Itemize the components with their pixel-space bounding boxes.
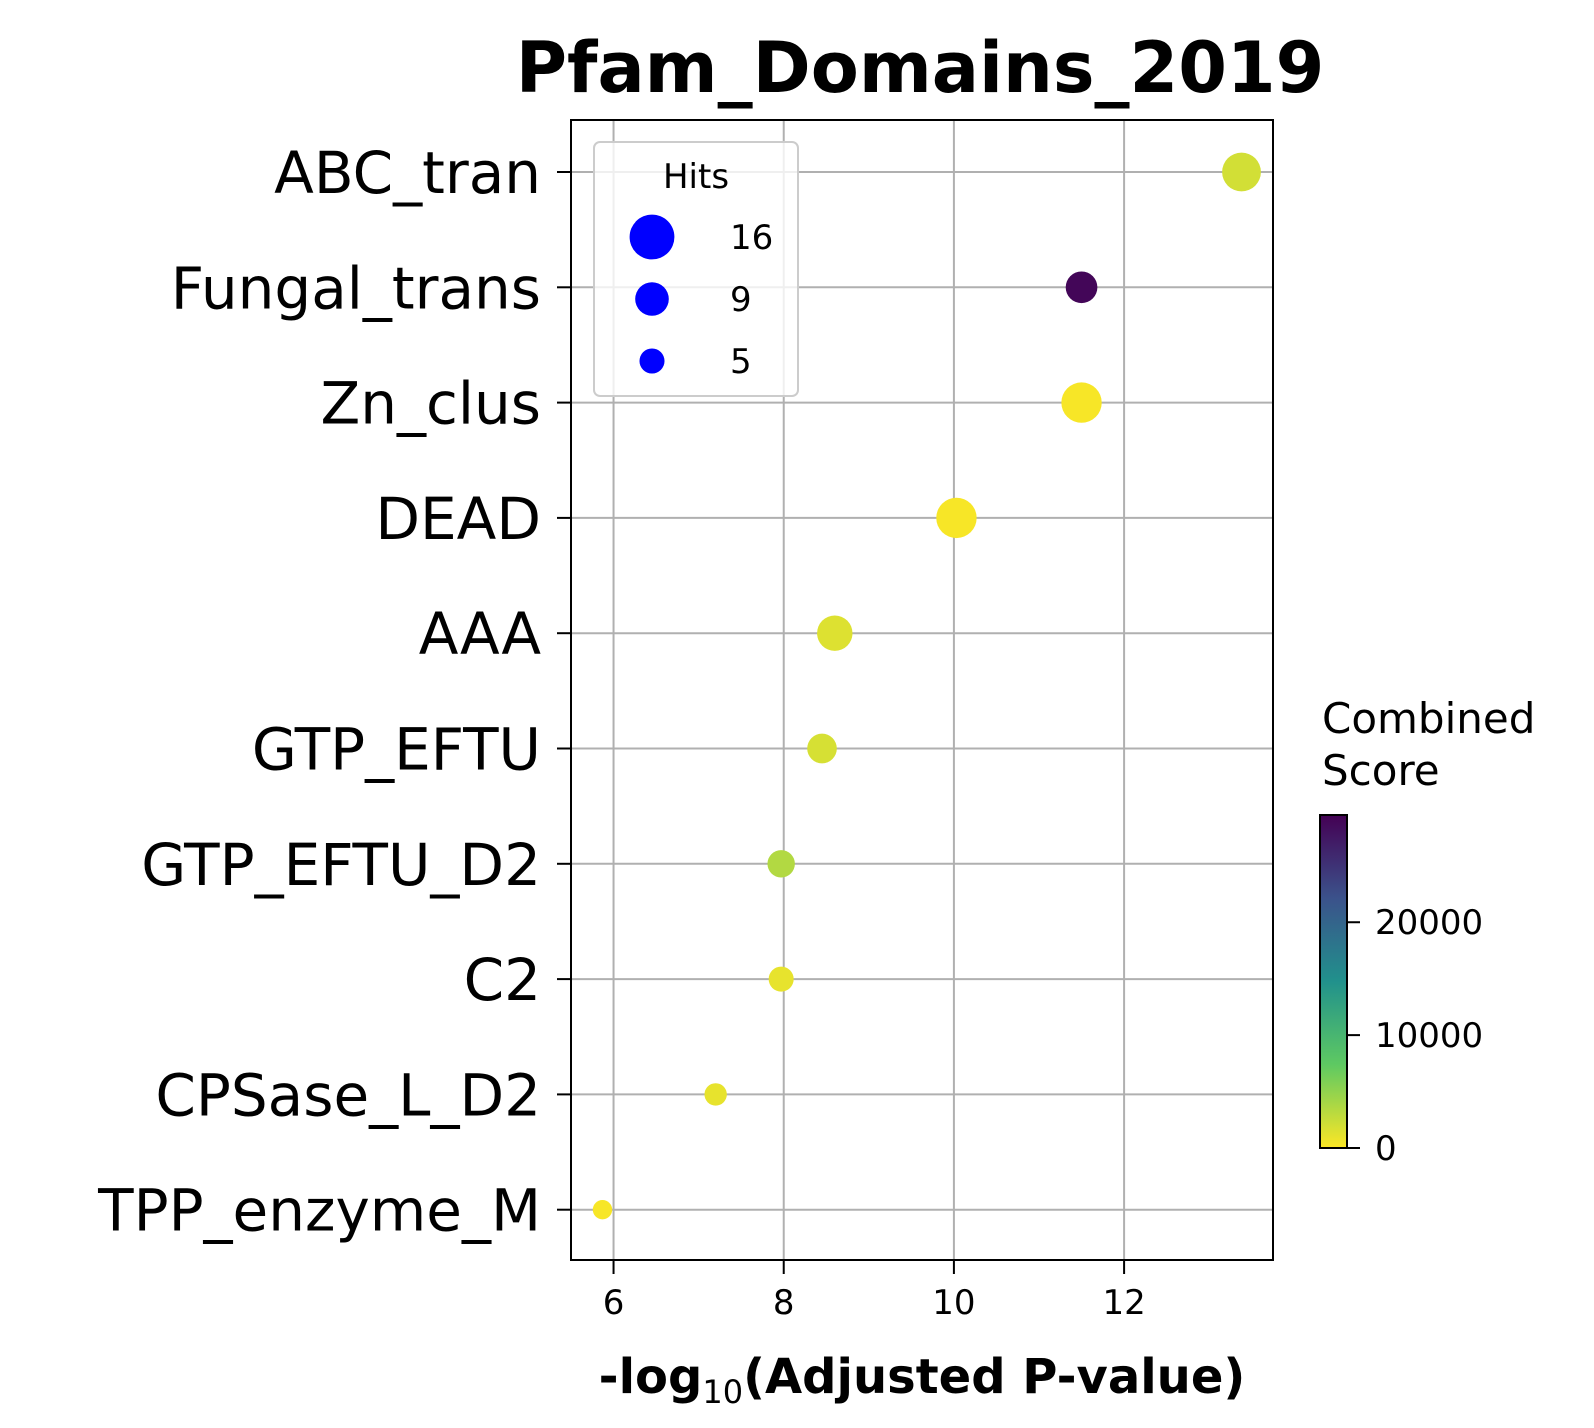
colorbar-tick-label: 20000 <box>1375 903 1483 943</box>
x-tick-label: 10 <box>932 1283 975 1323</box>
x-axis-label: -log10(Adjusted P-value) <box>599 1349 1246 1411</box>
data-points <box>592 152 1261 1220</box>
colorbar: Combined Score 0 10000 20000 <box>1319 694 1535 1169</box>
data-point <box>817 615 853 651</box>
data-point <box>767 850 795 878</box>
x-tick-label: 6 <box>603 1283 625 1323</box>
legend-box <box>593 141 799 397</box>
y-tick-label: Fungal_trans <box>171 254 541 322</box>
colorbar-tick-label: 10000 <box>1375 1016 1483 1056</box>
data-point <box>807 733 837 764</box>
legend-marker <box>639 348 665 374</box>
data-point <box>1222 152 1261 192</box>
data-point <box>592 1200 613 1220</box>
legend-marker <box>635 282 669 316</box>
legend-label: 16 <box>730 218 773 258</box>
legend-title: Hits <box>663 157 729 197</box>
chart-title: Pfam_Domains_2019 <box>516 27 1325 109</box>
y-tick-label: ABC_tran <box>274 139 541 207</box>
data-point <box>704 1083 727 1106</box>
colorbar-title-line1: Combined <box>1322 694 1535 743</box>
data-point <box>1061 382 1102 423</box>
hits-legend: Hits 16 9 5 <box>593 141 799 397</box>
y-axis: ABC_tran Fungal_trans Zn_clus DEAD AAA GTP_EF… <box>97 139 571 1245</box>
y-tick-label: GTP_EFTU_D2 <box>141 831 541 899</box>
data-point <box>768 966 794 992</box>
x-axis-label-prefix: -log <box>599 1349 703 1405</box>
y-tick-label: CPSase_L_D2 <box>155 1061 541 1129</box>
y-tick-label: AAA <box>419 600 542 668</box>
data-point <box>1065 271 1098 304</box>
x-tick-label: 12 <box>1102 1283 1145 1323</box>
y-tick-label: Zn_clus <box>321 370 541 438</box>
x-tick-label: 8 <box>773 1283 795 1323</box>
x-axis-label-suffix: (Adjusted P-value) <box>743 1349 1245 1405</box>
colorbar-title: Combined Score <box>1322 694 1535 795</box>
y-tick-label: TPP_enzyme_M <box>97 1177 541 1245</box>
legend-label: 9 <box>730 280 752 320</box>
y-tick-label: C2 <box>464 946 541 1014</box>
y-tick-label: GTP_EFTU <box>252 716 541 784</box>
colorbar-title-line2: Score <box>1322 746 1440 795</box>
x-axis: 6 8 10 12 <box>603 1260 1146 1323</box>
legend-label: 5 <box>730 342 752 382</box>
data-point <box>936 497 977 539</box>
legend-marker <box>629 214 675 260</box>
colorbar-tick-label: 0 <box>1375 1129 1397 1169</box>
plot-frame <box>570 119 1274 1261</box>
y-tick-label: DEAD <box>375 485 541 553</box>
x-axis-label-subscript: 10 <box>702 1373 743 1411</box>
colorbar-gradient <box>1319 814 1348 1149</box>
